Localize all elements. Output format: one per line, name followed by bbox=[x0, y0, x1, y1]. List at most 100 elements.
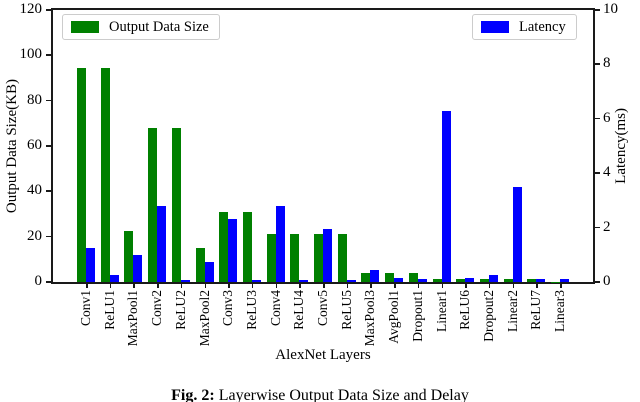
x-tick-label: Dropout2 bbox=[480, 290, 496, 342]
left-y-tick-label: 80 bbox=[27, 91, 42, 108]
x-tick-label: ReLU6 bbox=[457, 290, 473, 330]
x-tick-label: Conv1 bbox=[78, 290, 93, 327]
plot-area: Output Data Size Latency bbox=[51, 8, 595, 284]
bar-latency bbox=[275, 205, 285, 282]
right-y-tick bbox=[595, 63, 600, 65]
left-y-tick-label: 40 bbox=[27, 182, 42, 199]
x-tick bbox=[488, 284, 491, 288]
x-tick bbox=[323, 284, 325, 288]
x-tick bbox=[86, 284, 88, 288]
x-tick bbox=[394, 284, 396, 288]
left-y-tick bbox=[46, 145, 51, 147]
bar-latency bbox=[488, 275, 498, 282]
x-axis-title: AlexNet Layers bbox=[275, 347, 371, 363]
bar-output-data-size bbox=[432, 278, 442, 282]
left-y-tick-label: 60 bbox=[27, 137, 42, 153]
x-tick-label: Dropout1 bbox=[409, 290, 425, 342]
bar-latency bbox=[299, 279, 309, 282]
legend-label-latency: Latency bbox=[519, 19, 566, 35]
bar-latency bbox=[560, 278, 569, 282]
right-y-tick-label: 2 bbox=[603, 218, 611, 235]
x-tick-label: Linear3 bbox=[552, 290, 567, 332]
right-axis-title-wrap: Latency(ms) bbox=[606, 10, 636, 282]
left-y-tick-label: 120 bbox=[19, 1, 43, 17]
x-tick-label: Linear1 bbox=[433, 290, 449, 332]
figure-caption-text: Layerwise Output Data Size and Delay bbox=[218, 387, 469, 402]
x-tick bbox=[346, 284, 349, 288]
x-tick-label: ReLU5 bbox=[338, 290, 354, 330]
bar-output-data-size bbox=[195, 248, 205, 282]
left-y-tick-label: 100 bbox=[19, 46, 43, 63]
left-y-tick-label: 0 bbox=[34, 273, 43, 289]
right-y-tick bbox=[595, 9, 600, 11]
bar-output-data-size bbox=[337, 234, 347, 282]
figure-caption: Fig. 2: Layerwise Output Data Size and D… bbox=[0, 387, 640, 402]
bar-latency bbox=[346, 279, 356, 282]
bar-output-data-size bbox=[385, 272, 395, 282]
x-tick bbox=[275, 284, 278, 288]
right-y-tick-label: 6 bbox=[603, 109, 611, 126]
bar-output-data-size bbox=[77, 67, 86, 282]
bar-output-data-size bbox=[479, 278, 489, 282]
legend-output-data-size: Output Data Size bbox=[62, 14, 220, 40]
bar-latency bbox=[536, 279, 546, 282]
bar-latency bbox=[465, 277, 475, 282]
legend-swatch-latency bbox=[481, 21, 509, 33]
x-tick-label: Conv4 bbox=[267, 290, 283, 327]
bar-output-data-size bbox=[361, 272, 371, 282]
x-tick-label: ReLU4 bbox=[291, 290, 307, 330]
bar-output-data-size bbox=[503, 278, 513, 282]
bar-output-data-size bbox=[290, 234, 300, 282]
right-y-tick-label: 4 bbox=[603, 164, 611, 181]
x-tick-label: Conv2 bbox=[149, 290, 165, 327]
left-y-tick bbox=[46, 9, 51, 11]
left-axis-title: Output Data Size(KB) bbox=[3, 78, 20, 214]
bar-latency bbox=[441, 110, 451, 282]
bar-latency bbox=[323, 228, 332, 282]
right-y-tick bbox=[595, 172, 600, 174]
bar-output-data-size bbox=[100, 67, 110, 282]
bar-latency bbox=[417, 279, 427, 282]
x-tick bbox=[536, 284, 538, 288]
left-y-tick bbox=[46, 190, 51, 192]
bar-latency bbox=[228, 219, 238, 282]
bar-latency bbox=[394, 277, 404, 282]
right-y-tick bbox=[595, 281, 600, 283]
right-y-tick-label: 0 bbox=[603, 273, 611, 289]
bar-latency bbox=[370, 269, 380, 282]
bar-output-data-size bbox=[527, 278, 537, 282]
bar-output-data-size bbox=[171, 127, 181, 282]
x-tick bbox=[512, 284, 515, 288]
bar-latency bbox=[157, 205, 167, 282]
x-tick-label: ReLU1 bbox=[101, 290, 117, 330]
left-y-tick bbox=[46, 281, 51, 283]
x-tick bbox=[157, 284, 159, 288]
right-y-tick-label: 8 bbox=[603, 55, 611, 72]
right-axis-title: Latency(ms) bbox=[612, 108, 629, 184]
x-tick-label: AvgPool1 bbox=[386, 290, 402, 344]
bar-output-data-size bbox=[266, 234, 276, 282]
x-tick-label: Conv3 bbox=[220, 290, 236, 327]
left-axis-title-wrap: Output Data Size(KB) bbox=[0, 10, 24, 282]
bar-output-data-size bbox=[314, 234, 323, 282]
x-tick-label: ReLU2 bbox=[172, 290, 188, 330]
bar-output-data-size bbox=[148, 127, 158, 282]
right-y-tick bbox=[595, 226, 600, 229]
bar-latency bbox=[109, 275, 119, 282]
x-tick bbox=[228, 284, 230, 288]
left-y-tick bbox=[46, 235, 51, 238]
x-tick bbox=[560, 284, 562, 288]
x-tick-label: MaxPool2 bbox=[196, 290, 212, 347]
x-tick bbox=[370, 284, 372, 288]
right-y-tick-label: 10 bbox=[603, 1, 618, 17]
x-tick bbox=[465, 284, 467, 288]
left-y-tick-label: 20 bbox=[27, 227, 42, 244]
bar-output-data-size bbox=[456, 278, 466, 282]
left-y-tick bbox=[46, 54, 51, 56]
legend-latency: Latency bbox=[472, 14, 577, 40]
x-tick bbox=[204, 284, 206, 288]
right-y-tick bbox=[595, 117, 600, 120]
left-y-tick bbox=[46, 99, 51, 102]
x-tick-label: MaxPool1 bbox=[125, 290, 141, 347]
